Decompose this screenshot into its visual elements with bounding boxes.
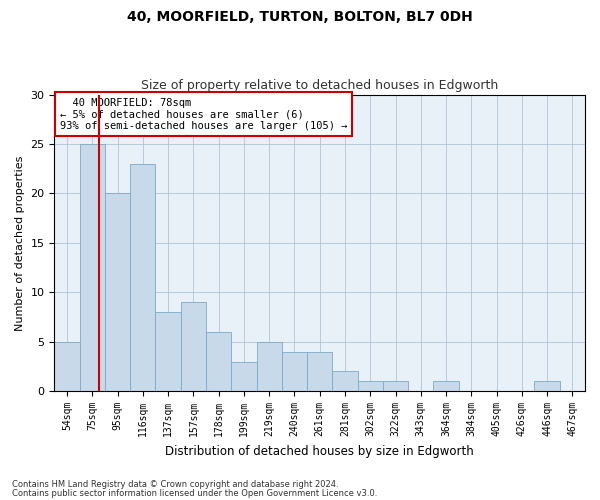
- Bar: [155, 312, 181, 391]
- Bar: [307, 352, 332, 391]
- Bar: [383, 382, 408, 391]
- Bar: [257, 342, 282, 391]
- Bar: [433, 382, 458, 391]
- Text: Contains public sector information licensed under the Open Government Licence v3: Contains public sector information licen…: [12, 488, 377, 498]
- Bar: [80, 144, 105, 391]
- Bar: [358, 382, 383, 391]
- Bar: [332, 372, 358, 391]
- Title: Size of property relative to detached houses in Edgworth: Size of property relative to detached ho…: [141, 79, 499, 92]
- Bar: [535, 382, 560, 391]
- Bar: [55, 342, 80, 391]
- Text: 40 MOORFIELD: 78sqm
← 5% of detached houses are smaller (6)
93% of semi-detached: 40 MOORFIELD: 78sqm ← 5% of detached hou…: [60, 98, 347, 130]
- Bar: [282, 352, 307, 391]
- Y-axis label: Number of detached properties: Number of detached properties: [15, 155, 25, 330]
- Bar: [105, 194, 130, 391]
- Text: 40, MOORFIELD, TURTON, BOLTON, BL7 0DH: 40, MOORFIELD, TURTON, BOLTON, BL7 0DH: [127, 10, 473, 24]
- Bar: [130, 164, 155, 391]
- X-axis label: Distribution of detached houses by size in Edgworth: Distribution of detached houses by size …: [166, 444, 474, 458]
- Bar: [231, 362, 257, 391]
- Bar: [181, 302, 206, 391]
- Bar: [206, 332, 231, 391]
- Text: Contains HM Land Registry data © Crown copyright and database right 2024.: Contains HM Land Registry data © Crown c…: [12, 480, 338, 489]
